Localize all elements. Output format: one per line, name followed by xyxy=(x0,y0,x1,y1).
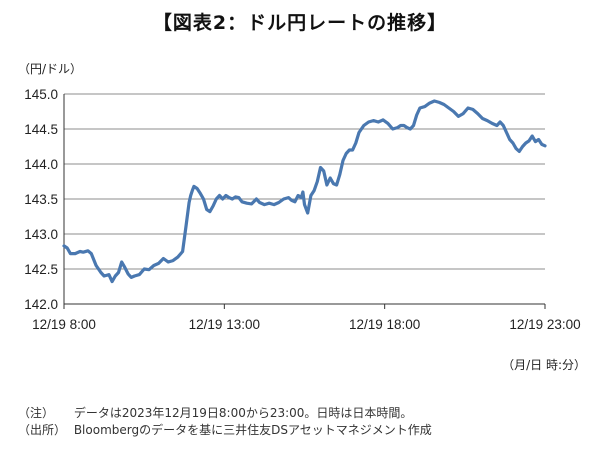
y-tick-label: 143.0 xyxy=(24,227,58,242)
x-tick-label: 12/19 13:00 xyxy=(189,317,260,332)
chart-title: 【図表2：ドル円レートの推移】 xyxy=(152,12,448,34)
source-tag: （出所） xyxy=(18,423,67,437)
y-tick-label: 142.0 xyxy=(24,297,58,312)
notes-section: （注） データは2023年12月19日8:00から23:00。日時は日本時間。 … xyxy=(18,405,432,439)
source-text: Bloombergのデータを基に三井住友DSアセットマネジメント作成 xyxy=(73,423,432,437)
note-row: （注） データは2023年12月19日8:00から23:00。日時は日本時間。 xyxy=(18,405,432,422)
x-axis-unit-label: （月/日 時:分） xyxy=(502,358,586,372)
y-tick-label: 143.5 xyxy=(24,192,58,207)
x-tick-label: 12/19 8:00 xyxy=(32,317,96,332)
y-tick-label: 145.0 xyxy=(24,87,58,102)
note-tag: （注） xyxy=(18,406,55,420)
y-tick-label: 144.5 xyxy=(24,122,58,137)
y-tick-label: 144.0 xyxy=(24,157,58,172)
x-tick-label: 12/19 18:00 xyxy=(349,317,420,332)
y-tick-label: 142.5 xyxy=(24,262,58,277)
x-tick-label: 12/19 23:00 xyxy=(509,317,580,332)
note-text: データは2023年12月19日8:00から23:00。日時は日本時間。 xyxy=(73,406,413,420)
source-row: （出所） Bloombergのデータを基に三井住友DSアセットマネジメント作成 xyxy=(18,422,432,439)
usdjpy-series-line xyxy=(62,99,547,284)
y-axis-unit-label: （円/ドル） xyxy=(18,62,83,76)
